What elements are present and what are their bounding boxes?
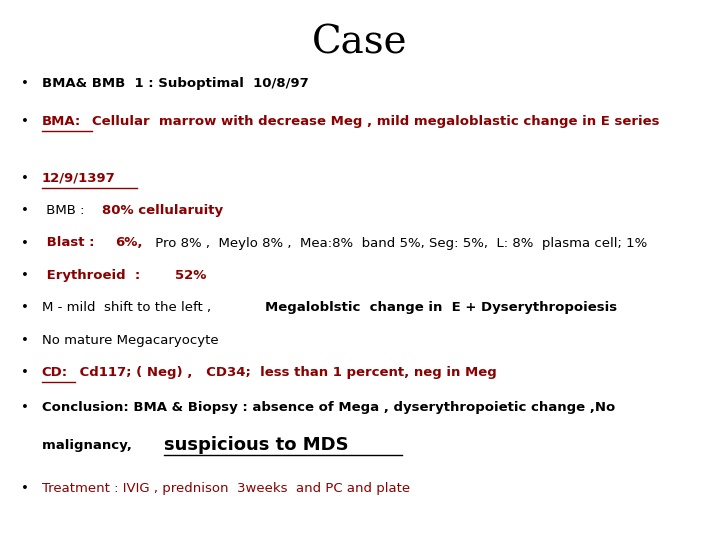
Text: Pro 8% ,  Meylo 8% ,  Mea:8%  band 5%, Seg: 5%,  L: 8%  plasma cell; 1%: Pro 8% , Meylo 8% , Mea:8% band 5%, Seg:… (151, 237, 647, 249)
Text: M - mild  shift to the left ,: M - mild shift to the left , (42, 301, 215, 314)
Text: Treatment : IVIG , prednison  3weeks  and PC and plate: Treatment : IVIG , prednison 3weeks and … (42, 482, 410, 495)
Text: suspicious to MDS: suspicious to MDS (163, 436, 348, 455)
Text: •: • (22, 401, 29, 414)
Text: Blast :: Blast : (42, 237, 99, 249)
Text: •: • (22, 269, 29, 282)
Text: •: • (22, 301, 29, 314)
Text: 12/9/1397: 12/9/1397 (42, 172, 115, 185)
Text: •: • (22, 204, 29, 217)
Text: CD:: CD: (42, 366, 68, 379)
Text: Cellular  marrow with decrease Meg , mild megaloblastic change in E series: Cellular marrow with decrease Meg , mild… (92, 115, 660, 128)
Text: BMA:: BMA: (42, 115, 81, 128)
Text: BMA& BMB  1 : Suboptimal  10/8/97: BMA& BMB 1 : Suboptimal 10/8/97 (42, 77, 308, 90)
Text: •: • (22, 482, 29, 495)
Text: 80% cellularuity: 80% cellularuity (102, 204, 223, 217)
Text: Conclusion: BMA & Biopsy : absence of Mega , dyserythropoietic change ,No: Conclusion: BMA & Biopsy : absence of Me… (42, 401, 615, 414)
Text: No mature Megacaryocyte: No mature Megacaryocyte (42, 334, 218, 347)
Text: BMB :: BMB : (42, 204, 89, 217)
Text: •: • (22, 334, 29, 347)
Text: 52%: 52% (174, 269, 206, 282)
Text: •: • (22, 237, 29, 249)
Text: •: • (22, 115, 29, 128)
Text: 6%,: 6%, (115, 237, 143, 249)
Text: malignancy,: malignancy, (42, 439, 136, 452)
Text: •: • (22, 366, 29, 379)
Text: Case: Case (312, 24, 408, 62)
Text: •: • (22, 77, 29, 90)
Text: Cd117; ( Neg) ,   CD34;  less than 1 percent, neg in Meg: Cd117; ( Neg) , CD34; less than 1 percen… (76, 366, 498, 379)
Text: Megaloblstic  change in  E + Dyserythropoiesis: Megaloblstic change in E + Dyserythropoi… (266, 301, 618, 314)
Text: Erythroeid  :: Erythroeid : (42, 269, 145, 282)
Text: •: • (22, 172, 29, 185)
